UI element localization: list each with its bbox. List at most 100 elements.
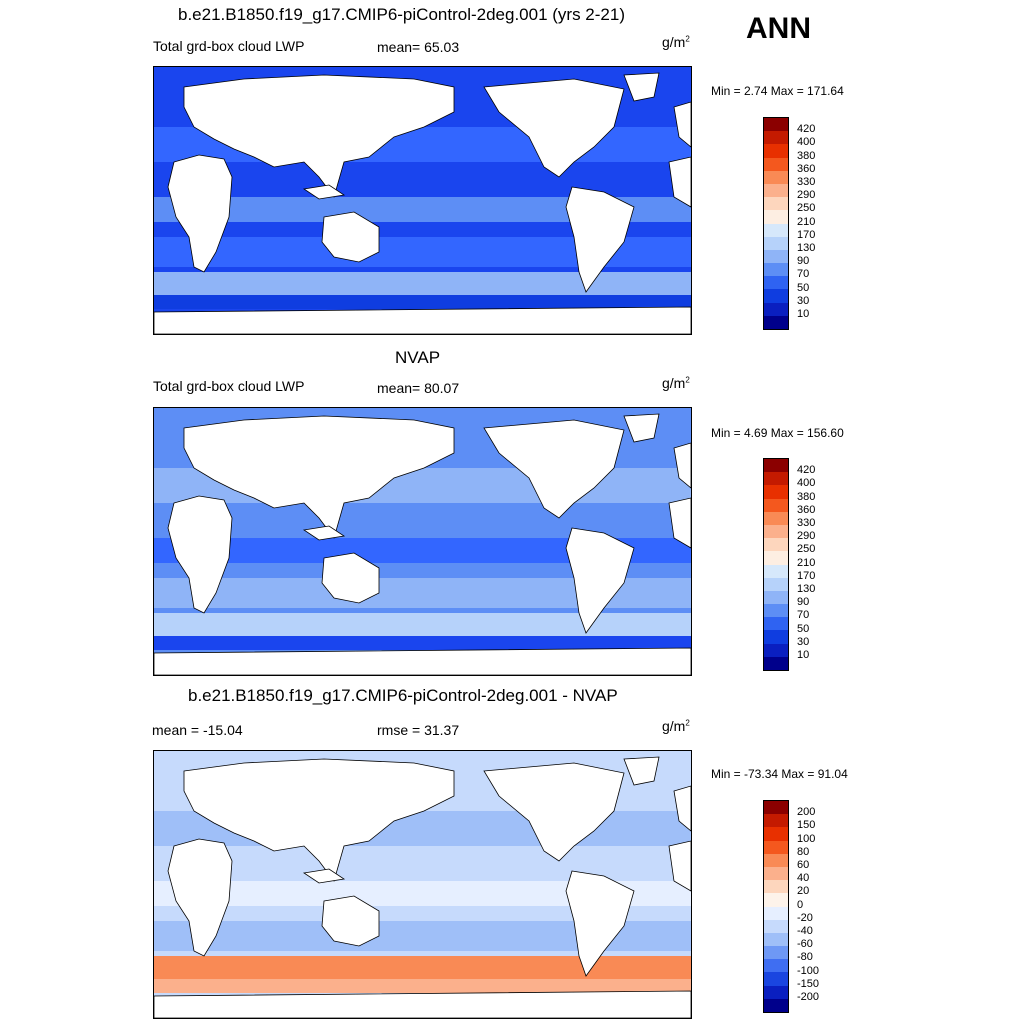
variable-label: Total grd-box cloud LWP — [153, 38, 305, 54]
colorbar-swatch — [764, 170, 788, 184]
colorbar-swatch — [764, 210, 788, 224]
mean-label: mean= 65.03 — [377, 39, 460, 55]
colorbar-tick-label: 10 — [797, 308, 810, 320]
colorbar-tick-label: 50 — [797, 622, 810, 635]
colorbar-swatch — [764, 157, 788, 171]
colorbar-tick-label: 50 — [797, 281, 810, 294]
continent-outline — [183, 758, 455, 882]
colorbar-tick-label: 200 — [797, 806, 816, 819]
continent-outline — [321, 895, 380, 947]
colorbar-swatch — [764, 866, 788, 881]
colorbar — [763, 458, 789, 671]
colorbar-tick-label: 250 — [797, 543, 816, 556]
colorbar-tick-label: 420 — [797, 464, 816, 477]
continent-outline — [167, 154, 233, 273]
colorbar-swatch — [764, 131, 788, 145]
continent-outline — [183, 415, 455, 539]
continent-outline — [183, 74, 455, 198]
field-band — [154, 979, 691, 993]
colorbar-swatch — [764, 959, 788, 973]
colorbar — [763, 800, 789, 1013]
colorbar-tick-label: 30 — [797, 294, 810, 307]
colorbar-swatch — [764, 972, 788, 986]
continent-outline — [673, 442, 691, 489]
colorbar-swatch — [764, 289, 788, 303]
field-band — [154, 613, 691, 638]
colorbar-swatch — [764, 840, 788, 854]
colorbar-tick-label: 330 — [797, 176, 816, 188]
colorbar-swatch — [764, 946, 788, 960]
colorbar-swatch — [764, 564, 788, 578]
minmax-label: Min = 4.69 Max = 156.60 — [711, 426, 844, 440]
colorbar-tick-label: 400 — [797, 477, 816, 490]
colorbar-tick-label: 60 — [797, 859, 810, 871]
colorbar-swatch — [764, 459, 788, 473]
colorbar-swatch — [764, 524, 788, 539]
colorbar-tick-label: 170 — [797, 569, 816, 582]
colorbar-swatch — [764, 183, 788, 198]
continent-outline — [302, 868, 346, 884]
colorbar-tick-label: 40 — [797, 872, 810, 885]
colorbar-swatch — [764, 590, 788, 605]
continent-outline — [483, 419, 625, 519]
colorbar-tick-label: 170 — [797, 228, 816, 241]
colorbar-tick-label: 360 — [797, 162, 816, 175]
colorbar-swatch — [764, 827, 788, 841]
panel-title: NVAP — [395, 348, 441, 367]
colorbar-swatch — [764, 511, 788, 525]
variable-label: Total grd-box cloud LWP — [153, 378, 305, 394]
colorbar-swatch — [764, 906, 788, 920]
minmax-label: Min = -73.34 Max = 91.04 — [711, 767, 848, 781]
continent-outline — [154, 990, 691, 1018]
map-field — [154, 408, 691, 675]
continent-outline — [668, 497, 691, 549]
colorbar-swatch — [764, 893, 788, 907]
colorbar-tick-label: 250 — [797, 202, 816, 215]
colorbar-tick-label: -60 — [797, 938, 813, 951]
colorbar-tick-label: 210 — [797, 556, 816, 569]
colorbar-tick-label: 400 — [797, 136, 816, 149]
continent-outline — [167, 495, 233, 614]
colorbar-swatch — [764, 236, 788, 250]
units-label: g/m2 — [662, 718, 690, 734]
continent-outline — [321, 211, 380, 263]
units-label: g/m2 — [662, 375, 690, 391]
units-label: g/m2 — [662, 34, 690, 50]
colorbar-swatch — [764, 144, 788, 158]
colorbar-tick-label: 210 — [797, 215, 816, 228]
continent-outline — [154, 647, 691, 675]
continent-outline — [673, 785, 691, 832]
season-label: ANN — [746, 12, 811, 45]
colorbar-swatch — [764, 538, 788, 552]
colorbar-tick-label: 420 — [797, 123, 816, 136]
colorbar-swatch — [764, 249, 788, 264]
colorbar-swatch — [764, 498, 788, 512]
map-obs — [153, 407, 692, 676]
colorbar-tick-label: -80 — [797, 951, 813, 964]
colorbar-swatch — [764, 814, 788, 828]
colorbar-tick-label: 330 — [797, 517, 816, 529]
colorbar-swatch — [764, 880, 788, 894]
colorbar-tick-label: 100 — [797, 832, 816, 845]
continent-outline — [167, 838, 233, 957]
colorbar-swatch — [764, 223, 788, 237]
colorbar-swatch — [764, 276, 788, 290]
colorbar-tick-label: -20 — [797, 911, 813, 924]
colorbar-tick-label: -150 — [797, 977, 820, 990]
colorbar — [763, 117, 789, 330]
continent-outline — [321, 552, 380, 604]
colorbar-tick-label: 90 — [797, 255, 810, 268]
colorbar-swatch — [764, 472, 788, 486]
colorbar-swatch — [764, 801, 788, 815]
colorbar-swatch — [764, 315, 788, 329]
colorbar-swatch — [764, 985, 788, 999]
map-model — [153, 66, 692, 335]
colorbar-tick-label: 70 — [797, 609, 810, 622]
colorbar-tick-label: 0 — [797, 898, 804, 911]
colorbar-tick-label: 80 — [797, 845, 810, 858]
continent-outline — [668, 840, 691, 892]
colorbar-tick-label: 70 — [797, 268, 810, 281]
colorbar-tick-label: 290 — [797, 530, 816, 543]
colorbar-tick-label: 30 — [797, 635, 810, 648]
field-band — [154, 956, 691, 981]
